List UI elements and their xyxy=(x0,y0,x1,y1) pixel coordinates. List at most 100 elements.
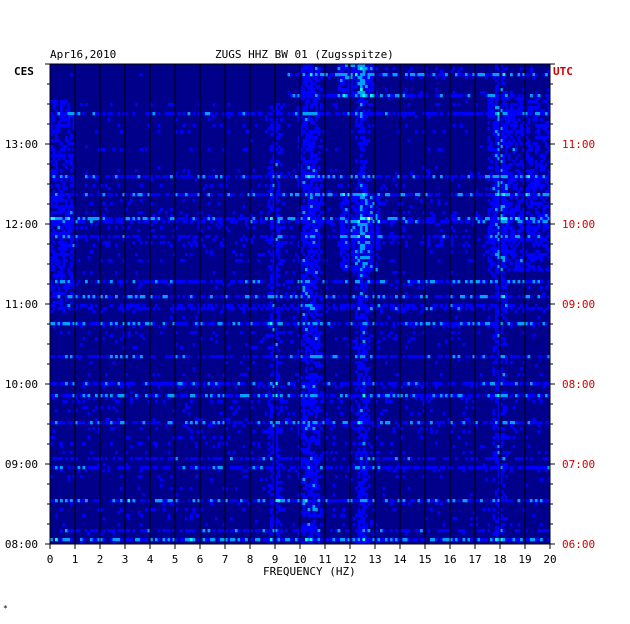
spectrogram-cell xyxy=(275,367,278,371)
spectrogram-cell xyxy=(392,178,396,182)
spectrogram-cell xyxy=(297,241,301,245)
spectrogram-cell xyxy=(275,310,278,314)
spectrogram-cell xyxy=(162,175,166,179)
spectrogram-cell xyxy=(512,118,516,122)
spectrogram-cell xyxy=(257,184,261,188)
spectrogram-cell xyxy=(317,346,321,350)
spectrogram-cell xyxy=(505,166,508,170)
spectrogram-cell xyxy=(365,67,368,71)
spectrogram-cell xyxy=(310,130,313,134)
spectrogram-cell xyxy=(290,94,293,98)
spectrogram-cell xyxy=(362,211,366,215)
spectrogram-cell xyxy=(462,235,466,239)
spectrogram-cell xyxy=(520,67,523,71)
spectrogram-cell xyxy=(370,229,373,233)
spectrogram-cell xyxy=(495,100,498,104)
spectrogram-cell xyxy=(407,220,411,224)
spectrogram-cell xyxy=(282,220,286,224)
spectrogram-cell xyxy=(350,82,353,86)
spectrogram-cell xyxy=(532,226,536,230)
spectrogram-cell xyxy=(377,256,381,260)
spectrogram-cell xyxy=(70,256,73,260)
spectrogram-cell xyxy=(547,202,550,206)
spectrogram-cell xyxy=(497,82,501,86)
spectrogram-cell xyxy=(75,304,78,308)
spectrogram-cell xyxy=(517,280,521,284)
spectrogram-cell xyxy=(360,85,363,89)
spectrogram-cell xyxy=(492,130,496,134)
spectrogram-cell xyxy=(175,226,178,230)
spectrogram-cell xyxy=(185,193,188,197)
spectrogram-cell xyxy=(290,304,293,308)
spectrogram-cell xyxy=(220,241,223,245)
spectrogram-cell xyxy=(505,373,508,377)
spectrogram-cell xyxy=(517,355,521,359)
spectrogram-cell xyxy=(335,307,338,311)
spectrogram-cell xyxy=(502,187,506,191)
spectrogram-cell xyxy=(370,250,373,254)
spectrogram-cell xyxy=(312,355,316,359)
spectrogram-cell xyxy=(370,67,373,71)
spectrogram-cell xyxy=(497,145,501,149)
spectrogram-cell xyxy=(75,112,78,116)
spectrogram-cell xyxy=(150,229,153,233)
spectrogram-cell xyxy=(515,310,518,314)
spectrogram-cell xyxy=(495,193,498,197)
spectrogram-cell xyxy=(380,307,383,311)
spectrogram-cell xyxy=(57,271,61,275)
spectrogram-cell xyxy=(362,316,366,320)
spectrogram-cell xyxy=(297,220,301,224)
spectrogram-cell xyxy=(335,280,338,284)
spectrogram-cell xyxy=(312,103,316,107)
spectrogram-cell xyxy=(507,142,511,146)
spectrogram-cell xyxy=(240,175,243,179)
spectrogram-cell xyxy=(307,139,311,143)
spectrogram-cell xyxy=(467,322,471,326)
spectrogram-cell xyxy=(377,217,381,221)
spectrogram-cell xyxy=(357,106,361,110)
spectrogram-cell xyxy=(257,253,261,257)
spectrogram-cell xyxy=(247,112,251,116)
spectrogram-cell xyxy=(312,223,316,227)
spectrogram-cell xyxy=(312,382,316,386)
spectrogram-cell xyxy=(502,232,506,236)
spectrogram-cell xyxy=(377,340,381,344)
spectrogram-cell xyxy=(55,211,58,215)
spectrogram-cell xyxy=(427,193,431,197)
spectrogram-cell xyxy=(62,217,66,221)
spectrogram-cell xyxy=(407,307,411,311)
spectrogram-cell xyxy=(315,79,318,83)
spectrogram-cell xyxy=(280,118,283,122)
spectrogram-cell xyxy=(540,241,543,245)
spectrogram-cell xyxy=(65,298,68,302)
spectrogram-cell xyxy=(310,196,313,200)
spectrogram-cell xyxy=(107,118,111,122)
spectrogram-cell xyxy=(122,355,126,359)
spectrogram-cell xyxy=(512,193,516,197)
spectrogram-cell xyxy=(302,328,306,332)
spectrogram-cell xyxy=(272,382,276,386)
spectrogram-cell xyxy=(65,112,68,116)
spectrogram-cell xyxy=(305,283,308,287)
spectrogram-cell xyxy=(305,187,308,191)
spectrogram-cell xyxy=(495,280,498,284)
spectrogram-cell xyxy=(467,73,471,77)
spectrogram-cell xyxy=(297,112,301,116)
spectrogram-cell xyxy=(382,73,386,77)
spectrogram-cell xyxy=(462,73,466,77)
spectrogram-cell xyxy=(520,109,523,113)
spectrogram-cell xyxy=(387,97,391,101)
spectrogram-cell xyxy=(372,292,376,296)
spectrogram-cell xyxy=(275,220,278,224)
spectrogram-cell xyxy=(370,238,373,242)
spectrogram-cell xyxy=(452,325,456,329)
spectrogram-cell xyxy=(275,175,278,179)
spectrogram-cell xyxy=(450,238,453,242)
spectrogram-cell xyxy=(355,82,358,86)
spectrogram-cell xyxy=(365,232,368,236)
spectrogram-cell xyxy=(260,235,263,239)
spectrogram-cell xyxy=(365,112,368,116)
spectrogram-cell xyxy=(240,373,243,377)
spectrogram-cell xyxy=(70,142,73,146)
spectrogram-cell xyxy=(517,94,521,98)
